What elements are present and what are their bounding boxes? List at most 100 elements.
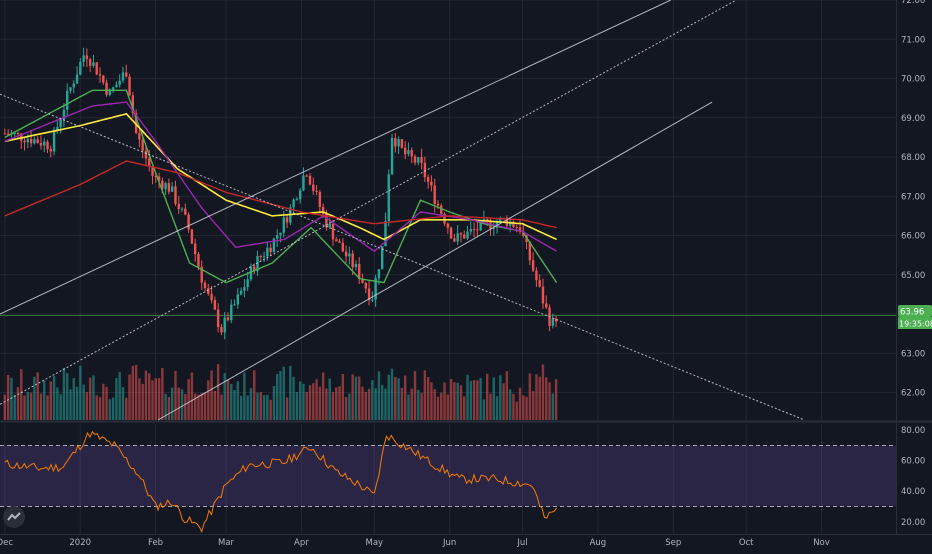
volume-bar xyxy=(23,395,26,420)
candle-body xyxy=(33,139,36,144)
candle-body xyxy=(485,219,489,221)
candle-body xyxy=(341,242,345,252)
y-tick-label: 68.00 xyxy=(901,153,925,163)
volume-bar xyxy=(502,383,505,420)
candle-body xyxy=(236,294,240,305)
volume-bar xyxy=(233,390,236,420)
volume-bar xyxy=(318,386,322,420)
x-tick-label: May xyxy=(366,538,384,548)
price-labels: 63.96 19:35:08 xyxy=(898,305,932,329)
x-tick-label: Apr xyxy=(294,538,309,548)
volume-bar xyxy=(485,373,489,420)
y-tick-label: 67.00 xyxy=(901,192,925,202)
rsi-band xyxy=(0,445,896,507)
volume-bar xyxy=(384,388,387,420)
x-tick-label: Dec xyxy=(0,538,13,548)
volume-bar xyxy=(171,387,174,420)
volume-bar xyxy=(512,393,515,420)
candle-body xyxy=(440,205,443,214)
volume-bar xyxy=(246,395,249,420)
volume-bar xyxy=(43,380,46,420)
volume-bar xyxy=(62,367,66,420)
volume-bar xyxy=(220,394,223,420)
candle-body xyxy=(348,253,351,257)
trend-line[interactable] xyxy=(0,93,805,421)
candle-body xyxy=(98,74,102,76)
volume-bar xyxy=(456,382,459,420)
volume-bar xyxy=(515,401,518,420)
trend-line[interactable] xyxy=(157,101,713,421)
volume-bar xyxy=(164,393,167,420)
volume-bar xyxy=(390,368,394,420)
candle-body xyxy=(285,217,289,223)
volume-bar xyxy=(239,395,243,420)
candle-body xyxy=(13,133,16,135)
volume-bar xyxy=(410,388,413,420)
candle-body xyxy=(23,140,26,143)
candle-body xyxy=(499,217,502,223)
candle-body xyxy=(541,286,545,304)
candle-body xyxy=(118,80,121,85)
candle-body xyxy=(226,317,230,321)
volume-bar xyxy=(197,394,200,420)
candle-body xyxy=(59,119,62,128)
candle-body xyxy=(75,74,79,84)
logo-glyph-icon xyxy=(7,512,21,521)
volume-bar xyxy=(154,378,157,420)
volume-bar xyxy=(292,376,295,420)
candle-body xyxy=(174,186,177,204)
candle-body xyxy=(190,229,194,244)
trend-lines[interactable] xyxy=(0,0,805,421)
candle-body xyxy=(279,232,282,236)
volume-bar xyxy=(302,383,305,420)
candle-body xyxy=(446,223,450,228)
candle-body xyxy=(141,139,144,151)
volume-bar xyxy=(20,369,23,420)
candle-body xyxy=(384,221,387,247)
candle-body xyxy=(479,220,482,231)
candle-body xyxy=(456,233,459,242)
trend-line[interactable] xyxy=(0,0,737,405)
volume-bar xyxy=(161,367,164,420)
volume-bar xyxy=(446,394,450,420)
candle-body xyxy=(6,133,10,135)
candle-body xyxy=(167,183,171,192)
candle-body xyxy=(459,233,463,235)
candle-body xyxy=(85,55,89,60)
volume-bar xyxy=(420,392,423,420)
candle-body xyxy=(157,176,161,181)
rsi-panel xyxy=(0,430,896,533)
candle-body xyxy=(46,141,49,150)
volume-bar xyxy=(279,370,282,420)
volume-bar xyxy=(394,376,397,420)
volume-bar xyxy=(210,370,213,420)
volume-bar xyxy=(115,378,118,420)
candle-body xyxy=(492,227,495,229)
volume-bar xyxy=(492,377,495,420)
candle-body xyxy=(331,223,335,240)
candle-body xyxy=(469,228,472,232)
candle-body xyxy=(321,206,325,214)
candle-body xyxy=(338,241,341,243)
volume-bar xyxy=(508,389,512,420)
moving-average-ma-slow xyxy=(4,160,557,229)
candle-body xyxy=(43,141,46,146)
volume-bar xyxy=(548,382,551,420)
volume-bar xyxy=(551,393,555,420)
candle-body xyxy=(52,129,56,152)
candle-body xyxy=(531,260,535,271)
volume-bar xyxy=(174,370,177,420)
trend-line[interactable] xyxy=(0,0,672,315)
volume-bar xyxy=(489,393,492,420)
tradingview-logo-icon[interactable] xyxy=(3,506,25,528)
volume-bar xyxy=(193,393,197,420)
y-tick-label: 62.00 xyxy=(901,389,925,399)
volume-bar xyxy=(538,376,541,420)
candle-body xyxy=(56,127,59,130)
volume-bar xyxy=(525,396,528,420)
volume-bar xyxy=(121,387,125,420)
volume-bar xyxy=(49,381,52,420)
